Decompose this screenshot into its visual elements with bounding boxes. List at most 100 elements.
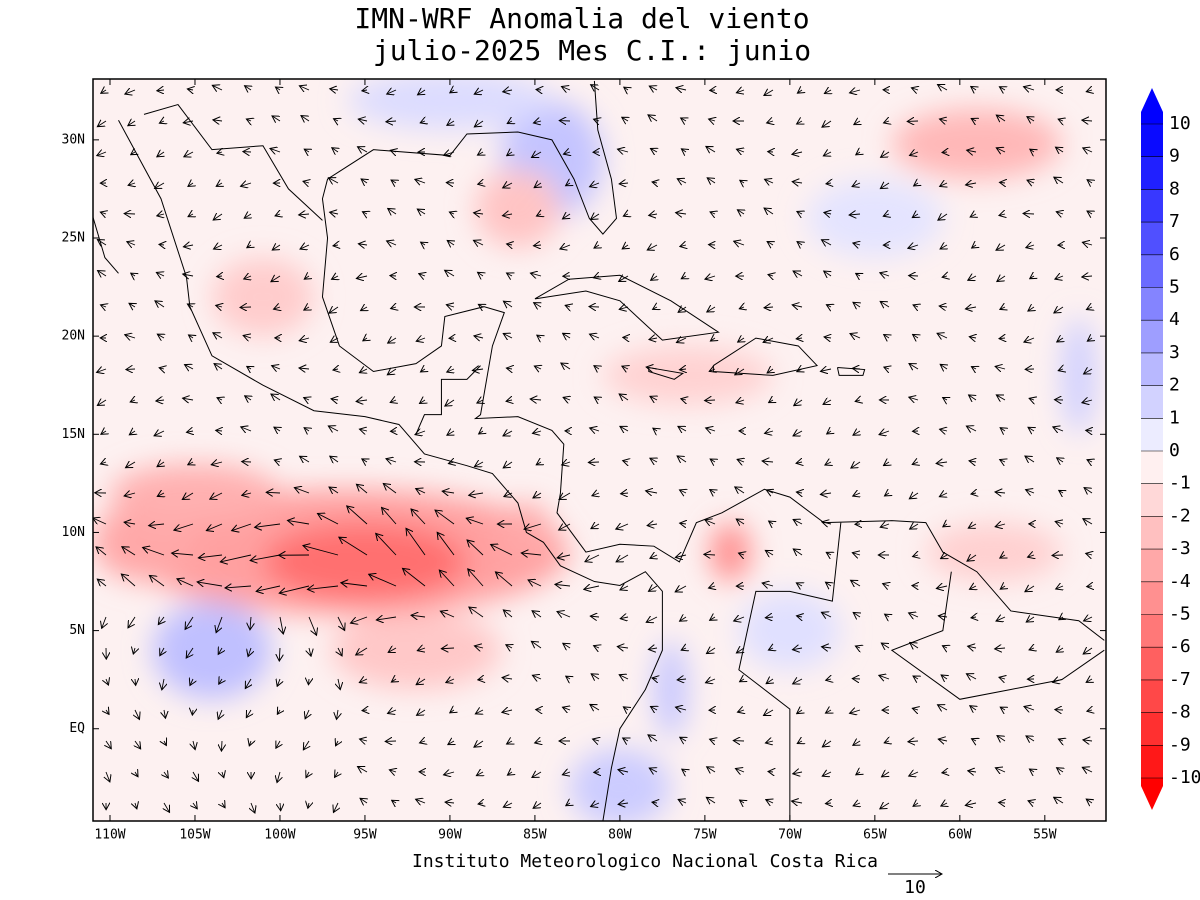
wind-arrow bbox=[766, 679, 773, 684]
wind-arrow bbox=[448, 462, 454, 464]
wind-arrow bbox=[971, 617, 976, 618]
wind-arrow bbox=[853, 243, 860, 245]
wind-arrow bbox=[388, 710, 397, 713]
wind-arrow bbox=[244, 214, 251, 218]
wind-arrow bbox=[333, 245, 338, 246]
wind-arrow bbox=[709, 119, 715, 121]
title: IMN-WRF Anomalia del viento bbox=[354, 2, 809, 35]
wind-arrow bbox=[1086, 430, 1092, 431]
wind-arrow bbox=[133, 648, 135, 654]
wind-arrow bbox=[507, 121, 512, 124]
wind-arrow bbox=[469, 607, 484, 618]
wind-arrow bbox=[106, 771, 110, 782]
wind-arrow bbox=[619, 675, 629, 679]
wind-arrow bbox=[646, 617, 658, 622]
wind-arrow bbox=[156, 272, 164, 276]
wind-arrow bbox=[360, 798, 367, 803]
wind-arrow bbox=[706, 797, 716, 803]
colorbar-label: 7 bbox=[1169, 211, 1180, 232]
wind-arrow bbox=[174, 523, 194, 530]
wind-arrow bbox=[825, 582, 831, 586]
wind-arrow bbox=[967, 555, 977, 561]
wind-arrow bbox=[279, 647, 280, 661]
colorbar-cell bbox=[1141, 516, 1163, 550]
wind-arrow bbox=[1029, 769, 1034, 772]
wind-arrow bbox=[211, 462, 223, 465]
wind-arrow bbox=[1082, 276, 1093, 277]
wind-arrow bbox=[825, 462, 831, 465]
wind-arrow bbox=[246, 119, 251, 121]
wind-arrow bbox=[506, 368, 512, 369]
wind-arrow bbox=[680, 617, 686, 621]
wind-arrow bbox=[653, 428, 657, 431]
wind-arrow bbox=[623, 461, 628, 462]
wind-arrow bbox=[502, 710, 513, 712]
wind-arrow bbox=[129, 303, 135, 307]
wind-arrow bbox=[156, 400, 165, 401]
wind-arrow bbox=[966, 426, 977, 431]
wind-arrow bbox=[128, 183, 135, 185]
wind-arrow bbox=[879, 431, 890, 435]
wind-arrow bbox=[650, 706, 657, 710]
wind-arrow bbox=[624, 87, 628, 90]
wind-arrow bbox=[880, 524, 890, 527]
wind-arrow bbox=[101, 90, 106, 93]
wind-arrow bbox=[797, 121, 802, 124]
wind-arrow bbox=[272, 366, 281, 369]
lon-tick-label: 90W bbox=[438, 828, 462, 843]
wind-arrow bbox=[473, 240, 484, 245]
wind-arrow bbox=[1000, 428, 1005, 431]
wind-arrow bbox=[965, 307, 977, 309]
wind-arrow bbox=[336, 741, 338, 746]
wind-arrow bbox=[880, 273, 890, 276]
wind-arrow bbox=[1026, 736, 1035, 741]
wind-arrow bbox=[157, 462, 164, 467]
wind-arrow bbox=[332, 148, 338, 152]
colorbar-cell bbox=[1141, 451, 1163, 485]
wind-arrow bbox=[160, 648, 164, 656]
wind-arrow bbox=[190, 679, 193, 685]
wind-arrow bbox=[304, 398, 309, 400]
colorbar-cell bbox=[1141, 156, 1163, 190]
wind-arrow bbox=[585, 554, 600, 562]
wind-arrow bbox=[474, 213, 484, 214]
wind-arrow bbox=[559, 524, 571, 530]
wind-arrow bbox=[769, 400, 773, 403]
wind-arrow bbox=[122, 547, 136, 556]
wind-arrow bbox=[566, 676, 570, 679]
wind-arrow bbox=[534, 303, 541, 307]
wind-arrow bbox=[561, 363, 571, 369]
wind-arrow bbox=[820, 369, 832, 371]
wind-arrow bbox=[649, 338, 658, 340]
lon-tick-label: 95W bbox=[353, 828, 377, 843]
wind-arrow bbox=[678, 799, 687, 803]
wind-arrow bbox=[912, 214, 918, 218]
wind-arrow bbox=[855, 400, 860, 401]
wind-arrow bbox=[883, 214, 889, 216]
wind-arrow bbox=[210, 493, 223, 499]
wind-arrow bbox=[852, 368, 861, 369]
wind-arrow bbox=[971, 493, 976, 494]
wind-arrow bbox=[620, 426, 629, 431]
wind-arrow bbox=[157, 334, 164, 338]
wind-arrow bbox=[532, 611, 542, 617]
wind-arrow bbox=[536, 89, 541, 90]
anomaly-blob bbox=[738, 591, 841, 670]
wind-arrow bbox=[590, 616, 600, 617]
wind-arrow bbox=[797, 211, 802, 214]
wind-arrow bbox=[97, 121, 107, 127]
wind-arrow bbox=[1056, 586, 1063, 589]
wind-arrow bbox=[159, 244, 164, 245]
wind-arrow bbox=[594, 397, 599, 400]
wind-arrow bbox=[309, 647, 311, 656]
anomaly-blob bbox=[152, 601, 272, 700]
wind-arrow bbox=[856, 772, 860, 775]
wind-arrow bbox=[1000, 555, 1005, 558]
wind-arrow bbox=[740, 679, 744, 682]
wind-arrow bbox=[183, 274, 194, 276]
wind-arrow bbox=[97, 579, 107, 586]
wind-arrow bbox=[536, 462, 541, 465]
anomaly-blob bbox=[709, 522, 751, 582]
coastline bbox=[534, 274, 720, 341]
wind-arrow bbox=[563, 643, 570, 648]
